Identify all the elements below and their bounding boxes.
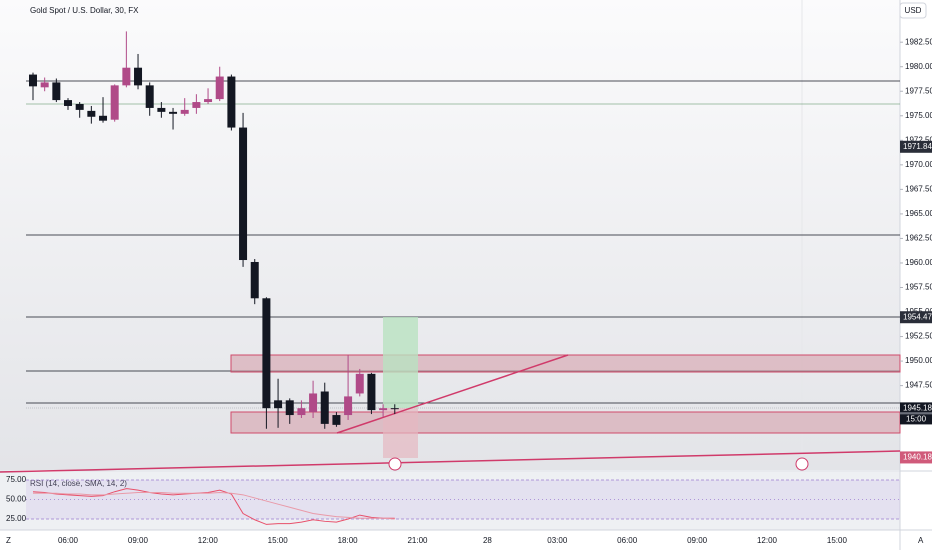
price-marker-label: 1945.18	[903, 403, 932, 412]
candle-body	[309, 393, 318, 413]
target-zone	[383, 317, 418, 408]
currency-box[interactable]	[899, 2, 927, 19]
zone	[230, 354, 901, 373]
candle-body	[64, 100, 73, 106]
candle-body	[99, 115, 108, 121]
y-tick-label: 1947.50	[905, 381, 932, 390]
candle-body	[29, 74, 37, 87]
x-tick-label: 21:00	[407, 536, 428, 545]
candle-body	[320, 391, 329, 424]
candle-body	[379, 408, 388, 411]
y-tick-label: 1950.00	[905, 356, 932, 365]
candle-body	[274, 400, 283, 409]
candle-body	[390, 408, 399, 410]
rsi-title: RSI (14, close, SMA, 14, 2)	[30, 479, 127, 488]
event-icon[interactable]	[795, 457, 809, 471]
candle-body	[52, 82, 61, 101]
candle-body	[227, 76, 236, 128]
candle-body	[355, 373, 364, 394]
countdown: 15:00	[906, 414, 927, 423]
x-tick-label: 15:00	[268, 536, 289, 545]
candle-body	[285, 400, 294, 416]
x-tick-label: 06:00	[617, 536, 638, 545]
x-tick-label: 12:00	[198, 536, 219, 545]
stop-zone	[383, 408, 418, 458]
candle-body	[297, 408, 306, 416]
candle-body	[215, 76, 224, 100]
price-marker	[900, 140, 932, 153]
x-tick-label: 12:00	[757, 536, 778, 545]
x-tick-label: 18:00	[338, 536, 359, 545]
trend-line	[0, 450, 901, 473]
x-tick-label: 09:00	[687, 536, 708, 545]
y-tick-label: 1960.00	[905, 258, 932, 267]
event-icon[interactable]	[388, 457, 402, 471]
y-tick-label: 1962.50	[905, 234, 932, 243]
price-marker-label: 1954.47	[903, 312, 932, 321]
y-tick-label: 1977.50	[905, 86, 932, 95]
rsi-line	[32, 488, 395, 525]
price-marker-label: 1971.84	[903, 142, 932, 151]
candle-body	[367, 373, 376, 411]
candle-body	[262, 298, 271, 409]
countdown-box	[900, 414, 932, 425]
price-marker	[900, 402, 932, 415]
trend-line	[336, 354, 569, 434]
candle-body	[250, 261, 259, 299]
candle-body	[40, 82, 49, 88]
rsi-tick-label: 75.00	[6, 475, 27, 484]
candle-body	[192, 102, 201, 108]
footer-left[interactable]: Z	[6, 536, 11, 545]
rsi-pane	[0, 472, 900, 530]
drawings	[0, 80, 901, 473]
chart-title: Gold Spot / U.S. Dollar, 30, FX	[30, 6, 139, 15]
candle-body	[134, 67, 143, 86]
y-tick-label: 1967.50	[905, 184, 932, 193]
candle-body	[110, 85, 119, 120]
zone	[230, 411, 901, 434]
currency: USD	[905, 6, 922, 15]
candle-body	[87, 110, 96, 117]
x-tick-label: 15:00	[827, 536, 848, 545]
x-tick-label: 28	[483, 536, 492, 545]
candle-body	[75, 104, 84, 110]
rsi-band	[26, 480, 900, 519]
y-tick-label: 1975.00	[905, 111, 932, 120]
y-tick-label: 1972.50	[905, 135, 932, 144]
x-tick-label: 06:00	[58, 536, 79, 545]
y-tick-label: 1980.00	[905, 62, 932, 71]
price-marker	[900, 451, 932, 464]
rsi-line	[33, 491, 395, 520]
candle-body	[122, 67, 131, 86]
candle-body	[344, 396, 353, 416]
y-tick-label: 1970.00	[905, 160, 932, 169]
candle-body	[169, 111, 178, 114]
price-marker	[900, 311, 932, 324]
y-tick-label: 1952.50	[905, 332, 932, 341]
price-marker-label: 1940.18	[903, 453, 932, 462]
rsi-tick-label: 50.00	[6, 495, 27, 504]
candle-body	[332, 415, 341, 425]
x-tick-label: 03:00	[547, 536, 568, 545]
candle-body	[239, 127, 248, 261]
footer-right[interactable]: A	[918, 536, 924, 545]
y-tick-label: 1982.50	[905, 37, 932, 46]
candle-body	[204, 99, 213, 103]
rsi-tick-label: 25.00	[6, 514, 27, 523]
candle-body	[145, 85, 154, 108]
candle-body	[157, 107, 166, 112]
x-tick-label: 09:00	[128, 536, 149, 545]
candle-body	[180, 109, 189, 114]
y-tick-label: 1957.50	[905, 283, 932, 292]
y-tick-label: 1965.00	[905, 209, 932, 218]
